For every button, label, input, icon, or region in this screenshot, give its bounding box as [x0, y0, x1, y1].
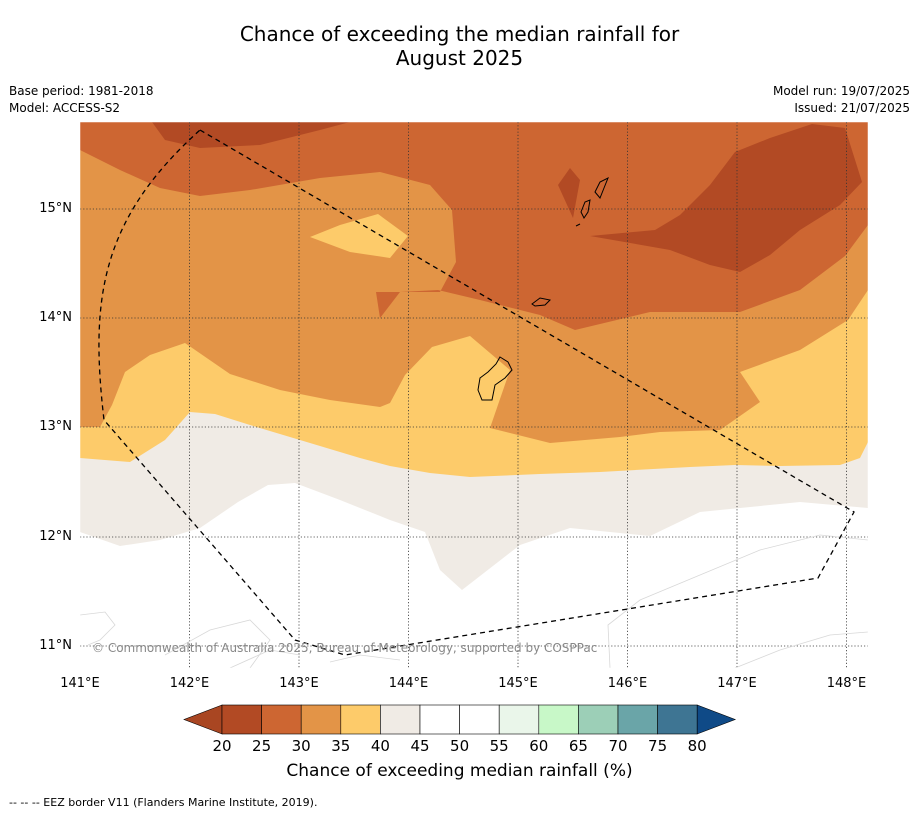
colorbar-label: Chance of exceeding median rainfall (%): [286, 761, 633, 781]
lon-label-146: 146°E: [607, 676, 648, 691]
contour-35-40-patch: [310, 214, 408, 258]
lat-label-13: 13°N: [39, 419, 72, 434]
gridlines: [80, 122, 868, 668]
colorbar-extend-high: [696, 704, 737, 735]
map-area: [80, 122, 868, 668]
colorbar-tick-label: 75: [648, 737, 668, 755]
lat-label-12: 12°N: [39, 529, 72, 544]
colorbar-swatch: [419, 704, 460, 735]
lon-label-142: 142°E: [169, 676, 210, 691]
base-period: Base period: 1981-2018: [9, 84, 154, 98]
model-name: Model: ACCESS-S2: [9, 101, 121, 115]
lon-label-144: 144°E: [388, 676, 429, 691]
meta-right: Model run: 19/07/2025 Issued: 21/07/2025: [773, 83, 910, 117]
colorbar-extend-low: [183, 704, 223, 735]
title-line-2: August 2025: [395, 46, 524, 70]
meta-left: Base period: 1981-2018 Model: ACCESS-S2: [9, 83, 154, 117]
island-tinian: [580, 199, 591, 219]
islands: [477, 176, 609, 401]
contour-25-30-island: [558, 168, 580, 218]
colorbar-tick-label: 70: [608, 737, 628, 755]
colorbar-swatch: [261, 704, 302, 735]
colorbar-tick-label: 35: [331, 737, 351, 755]
colorbar-tick-label: 80: [687, 737, 707, 755]
issued-date: Issued: 21/07/2025: [794, 101, 910, 115]
colorbar-tick-label: 55: [489, 737, 509, 755]
lon-label-148: 148°E: [826, 676, 867, 691]
colorbar-tick-label: 30: [291, 737, 311, 755]
island-saipan: [594, 176, 609, 199]
colorbar-tick-label: 25: [252, 737, 272, 755]
colorbar-swatch: [538, 704, 579, 735]
colorbar-tick-label: 50: [450, 737, 470, 755]
map-title: Chance of exceeding the median rainfall …: [0, 22, 919, 70]
lon-label-145: 145°E: [498, 676, 538, 691]
colorbar-tick-label: 40: [370, 737, 390, 755]
island-guam: [477, 356, 513, 401]
colorbar-swatch: [300, 704, 342, 735]
lon-label-141: 141°E: [60, 676, 100, 691]
contour-25-30-north: [152, 122, 350, 148]
colorbar-tick-label: 65: [568, 737, 588, 755]
contour-25-30-east: [590, 124, 862, 272]
island-aguijan: [575, 223, 581, 227]
colorbar-swatch: [617, 704, 658, 735]
colorbar-swatch: [380, 704, 421, 735]
colorbar-swatch: [340, 704, 381, 735]
island-rota: [531, 297, 552, 307]
lon-label-147: 147°E: [717, 676, 757, 691]
colorbar-tick-label: 60: [529, 737, 549, 755]
colorbar-tick-label: 20: [212, 737, 232, 755]
eez-border: [98, 129, 855, 656]
colorbar-swatch: [578, 704, 619, 735]
map-frame: [79, 121, 869, 669]
model-run: Model run: 19/07/2025: [772, 84, 910, 98]
colorbar-swatch: [459, 704, 500, 735]
colorbar-swatch: [657, 704, 698, 735]
title-line-1: Chance of exceeding the median rainfall …: [239, 22, 680, 46]
colorbar: [183, 704, 737, 735]
colorbar-swatch: [498, 704, 540, 735]
faint-contours: [80, 534, 868, 668]
lon-label-143: 143°E: [279, 676, 319, 691]
lat-label-14: 14°N: [39, 310, 72, 325]
colorbar-swatch: [221, 704, 262, 735]
copyright-note: © Commonwealth of Australia 2025, Bureau…: [92, 641, 598, 655]
lat-label-15: 15°N: [39, 201, 72, 216]
lat-label-11: 11°N: [39, 638, 72, 653]
colorbar-tick-label: 45: [410, 737, 430, 755]
contour-30-35: [80, 122, 868, 330]
eez-footnote: -- -- -- EEZ border V11 (Flanders Marine…: [9, 796, 318, 809]
